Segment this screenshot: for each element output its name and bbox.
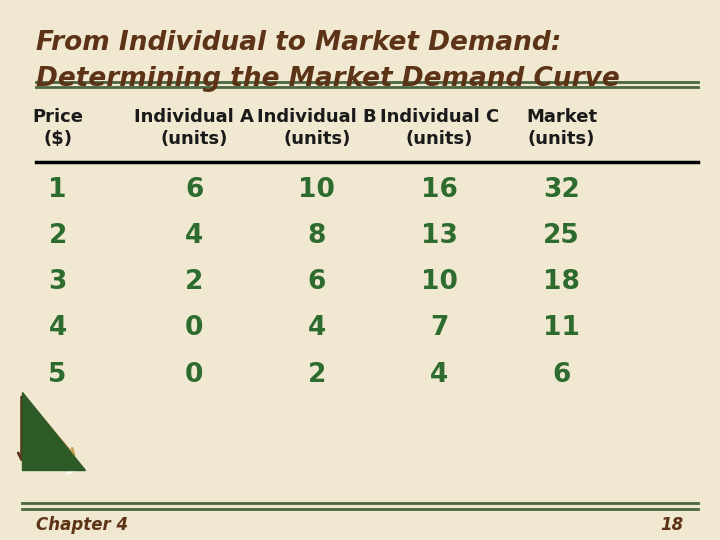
Text: 3: 3: [48, 269, 67, 295]
Text: 4: 4: [48, 315, 67, 341]
Text: From Individual to Market Demand:: From Individual to Market Demand:: [36, 30, 562, 56]
Text: 18: 18: [661, 516, 684, 534]
Text: Individual B
(units): Individual B (units): [257, 108, 377, 148]
Text: 32: 32: [543, 177, 580, 203]
Text: 2: 2: [307, 362, 326, 388]
Text: Individual C
(units): Individual C (units): [379, 108, 499, 148]
Text: 2: 2: [48, 223, 67, 249]
Text: 18: 18: [543, 269, 580, 295]
Text: 4: 4: [185, 223, 204, 249]
Text: 16: 16: [420, 177, 458, 203]
Text: 6: 6: [307, 269, 326, 295]
Text: Price
($): Price ($): [32, 108, 83, 148]
Text: 8: 8: [307, 223, 326, 249]
Text: 4: 4: [430, 362, 449, 388]
Text: Determining the Market Demand Curve: Determining the Market Demand Curve: [36, 66, 620, 92]
Text: Individual A
(units): Individual A (units): [135, 108, 254, 148]
Text: 1: 1: [48, 177, 67, 203]
Text: 7: 7: [430, 315, 449, 341]
Text: 11: 11: [543, 315, 580, 341]
Text: 10: 10: [420, 269, 458, 295]
Text: 6: 6: [552, 362, 571, 388]
Text: 4: 4: [307, 315, 326, 341]
Text: 2: 2: [185, 269, 204, 295]
Text: 13: 13: [420, 223, 458, 249]
Text: 0: 0: [185, 315, 204, 341]
Text: Market
(units): Market (units): [526, 108, 597, 148]
Text: Chapter 4: Chapter 4: [36, 516, 128, 534]
Text: 0: 0: [185, 362, 204, 388]
Text: 10: 10: [298, 177, 336, 203]
Text: 6: 6: [185, 177, 204, 203]
Polygon shape: [22, 392, 85, 470]
Text: 25: 25: [543, 223, 580, 249]
Text: 5: 5: [48, 362, 67, 388]
